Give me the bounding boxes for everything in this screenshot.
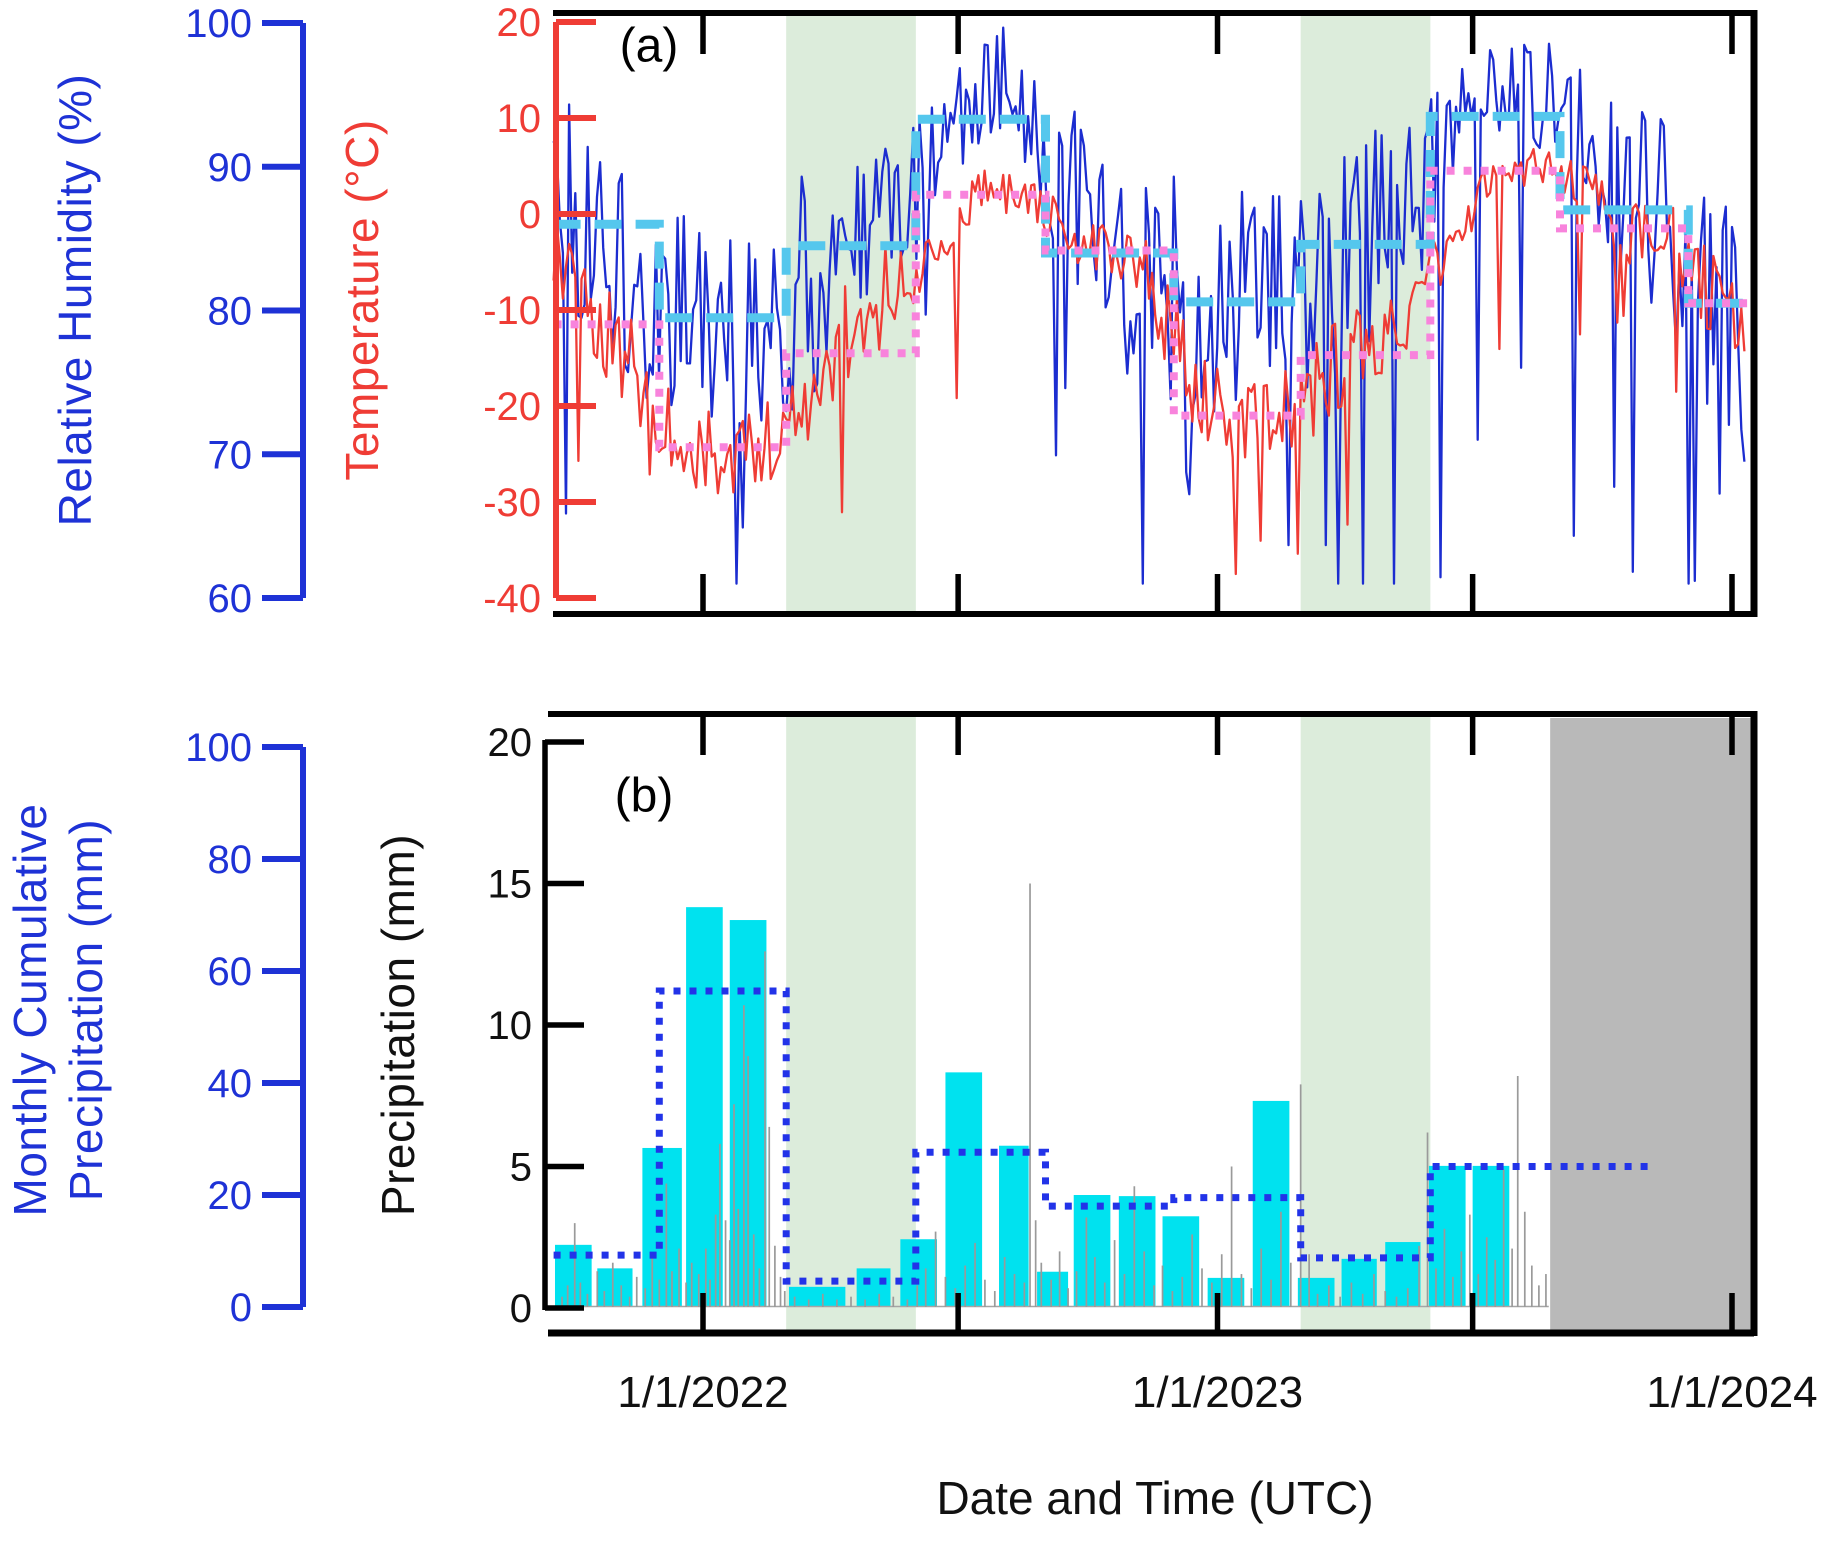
precipitation-tick-label-0: 20 — [488, 721, 533, 765]
temperature-line — [552, 147, 1746, 576]
x-axis-title: Date and Time (UTC) — [936, 1472, 1374, 1524]
temperature-tick-label-6: -40 — [483, 577, 541, 621]
humidity-tick-label-4: 60 — [208, 577, 253, 621]
cumulative-tick-label-1: 80 — [208, 838, 253, 882]
cumulative-bar-13 — [1162, 1216, 1200, 1307]
temperature-tick-label-0: 20 — [497, 1, 542, 45]
temperature-tick-label-4: -20 — [483, 385, 541, 429]
cumulative-axis-title-line1: Monthly Cumulative — [4, 803, 56, 1217]
cumulative-bar-6 — [856, 1268, 891, 1307]
xtick-label-2: 1/1/2024 — [1646, 1368, 1817, 1417]
xtick-label-0: 1/1/2022 — [617, 1368, 788, 1417]
temperature-tick-label-5: -30 — [483, 481, 541, 525]
cumulative-tick-label-3: 40 — [208, 1062, 253, 1106]
temperature-tick-label-3: -10 — [483, 289, 541, 333]
precip-seasonal-step — [553, 987, 1651, 1285]
humidity-line — [552, 26, 1746, 585]
humidity-tick-label-0: 100 — [185, 2, 252, 46]
cumulative-bar-1 — [597, 1268, 633, 1307]
season-band-b-0 — [786, 717, 916, 1333]
temperature-tick-label-1: 10 — [497, 97, 542, 141]
precipitation-tick-label-2: 10 — [488, 1004, 533, 1048]
cumulative-bar-8 — [945, 1072, 983, 1307]
precipitation-tick-label-3: 5 — [510, 1146, 532, 1190]
cumulative-bar-3 — [686, 907, 723, 1307]
panel-b-label: (b) — [614, 769, 674, 823]
cumulative-bar-19 — [1428, 1165, 1466, 1307]
no-data-region — [1550, 718, 1754, 1332]
humidity-tick-label-2: 80 — [208, 290, 253, 334]
precipitation-tick-label-4: 0 — [510, 1287, 532, 1331]
cumulative-axis-title-line2: Precipitation (mm) — [60, 818, 112, 1202]
panel-a-label: (a) — [619, 19, 679, 73]
season-band-b-1 — [1300, 717, 1431, 1333]
humidity-tick-label-1: 90 — [208, 146, 253, 190]
cumulative-tick-label-5: 0 — [230, 1286, 252, 1330]
xtick-label-1: 1/1/2023 — [1132, 1368, 1303, 1417]
precipitation-axis-title: Precipitation (mm) — [372, 833, 424, 1217]
precipitation-tick-label-1: 15 — [488, 863, 533, 907]
cumulative-bar-5 — [788, 1286, 846, 1307]
cumulative-bar-15 — [1252, 1100, 1290, 1307]
cumulative-bar-18 — [1385, 1242, 1421, 1307]
cumulative-tick-label-0: 100 — [185, 726, 252, 770]
cumulative-tick-label-4: 20 — [208, 1174, 253, 1218]
cumulative-tick-label-2: 60 — [208, 950, 253, 994]
humidity-tick-label-3: 70 — [208, 433, 253, 477]
cumulative-bar-14 — [1207, 1277, 1245, 1307]
temperature-tick-label-2: 0 — [519, 193, 541, 237]
humidity-axis-title: Relative Humidity (%) — [49, 73, 101, 527]
cumulative-bar-17 — [1341, 1258, 1377, 1307]
cumulative-bar-10 — [1037, 1271, 1069, 1307]
temperature-axis-title: Temperature (°C) — [336, 119, 388, 481]
